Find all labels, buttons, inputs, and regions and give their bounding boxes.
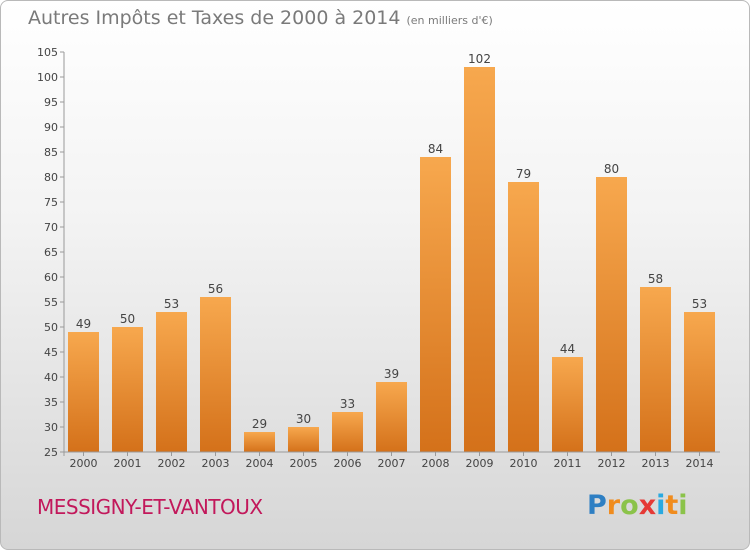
proxiti-logo: Proxiti: [587, 490, 688, 521]
data-label: 39: [384, 367, 399, 381]
logo-letter: o: [620, 490, 639, 521]
x-tick-label: 2011: [554, 457, 582, 470]
bar-2001: [112, 327, 143, 452]
x-tick-label: 2006: [334, 457, 362, 470]
data-label: 58: [648, 272, 663, 286]
bar-2014: [684, 312, 715, 452]
data-label: 80: [604, 162, 619, 176]
y-tick-label: 85: [44, 146, 58, 159]
data-label: 53: [692, 297, 707, 311]
y-tick-label: 45: [44, 346, 58, 359]
y-tick-label: 95: [44, 96, 58, 109]
y-tick-label: 80: [44, 171, 58, 184]
x-tick-label: 2005: [290, 457, 318, 470]
bar-2004: [244, 432, 275, 452]
x-tick-label: 2004: [246, 457, 274, 470]
bar-2003: [200, 297, 231, 452]
y-tick-label: 90: [44, 121, 58, 134]
x-tick-label: 2007: [378, 457, 406, 470]
data-label: 29: [252, 417, 267, 431]
bar-2012: [596, 177, 627, 452]
chart-title: Autres Impôts et Taxes de 2000 à 2014 (en…: [28, 7, 493, 29]
logo-letter: t: [665, 490, 679, 521]
data-label: 79: [516, 167, 531, 181]
y-tick-label: 55: [44, 296, 58, 309]
y-tick-label: 40: [44, 371, 58, 384]
chart-unit: (en milliers d'€): [406, 14, 493, 27]
x-tick-label: 2013: [642, 457, 670, 470]
y-tick-label: 35: [44, 396, 58, 409]
bars-group: 49 50 53 56 29 30 33 39 84 102 79 44 80 58 53: [68, 52, 715, 452]
y-tick-label: 65: [44, 246, 58, 259]
x-tick-label: 2000: [70, 457, 98, 470]
bar-2009: [464, 67, 495, 452]
bar-2005: [288, 427, 319, 452]
logo-letter: x: [638, 490, 657, 521]
logo-letter: r: [606, 490, 621, 521]
y-tick-label: 60: [44, 271, 58, 284]
bar-2000: [68, 332, 99, 452]
y-tick-label: 50: [44, 321, 58, 334]
data-label: 53: [164, 297, 179, 311]
x-tick-label: 2009: [466, 457, 494, 470]
x-tick-label: 2001: [114, 457, 142, 470]
y-tick-label: 25: [44, 446, 58, 459]
x-tick-label: 2012: [598, 457, 626, 470]
data-label: 84: [428, 142, 443, 156]
y-tick-label: 75: [44, 196, 58, 209]
x-tick-label: 2014: [686, 457, 714, 470]
bar-2007: [376, 382, 407, 452]
logo-letter: i: [678, 490, 688, 521]
data-label: 102: [468, 52, 491, 66]
y-axis: 25 30 35 40 45 50 55 60 65 70 75 80 85 90 95 100 105: [37, 46, 65, 459]
logo-letter: i: [656, 490, 666, 521]
x-tick-label: 2003: [202, 457, 230, 470]
data-label: 44: [560, 342, 575, 356]
x-axis: 2000 2001 2002 2003 2004 2005 2006 2007 2008 2009…: [64, 451, 720, 470]
y-tick-label: 105: [37, 46, 58, 59]
bar-2002: [156, 312, 187, 452]
bar-2006: [332, 412, 363, 452]
logo-letter: P: [587, 490, 607, 521]
y-tick-label: 30: [44, 421, 58, 434]
x-tick-label: 2008: [422, 457, 450, 470]
bar-2010: [508, 182, 539, 452]
data-label: 30: [296, 412, 311, 426]
data-label: 33: [340, 397, 355, 411]
data-label: 50: [120, 312, 135, 326]
bar-2011: [552, 357, 583, 452]
data-label: 49: [76, 317, 91, 331]
chart-title-main: Autres Impôts et Taxes de 2000 à 2014: [28, 7, 401, 29]
bar-2013: [640, 287, 671, 452]
commune-name: MESSIGNY-ET-VANTOUX: [37, 495, 263, 519]
y-tick-label: 70: [44, 221, 58, 234]
data-label: 56: [208, 282, 223, 296]
x-tick-label: 2002: [158, 457, 186, 470]
y-tick-label: 100: [37, 71, 58, 84]
x-tick-label: 2010: [510, 457, 538, 470]
bar-2008: [420, 157, 451, 452]
